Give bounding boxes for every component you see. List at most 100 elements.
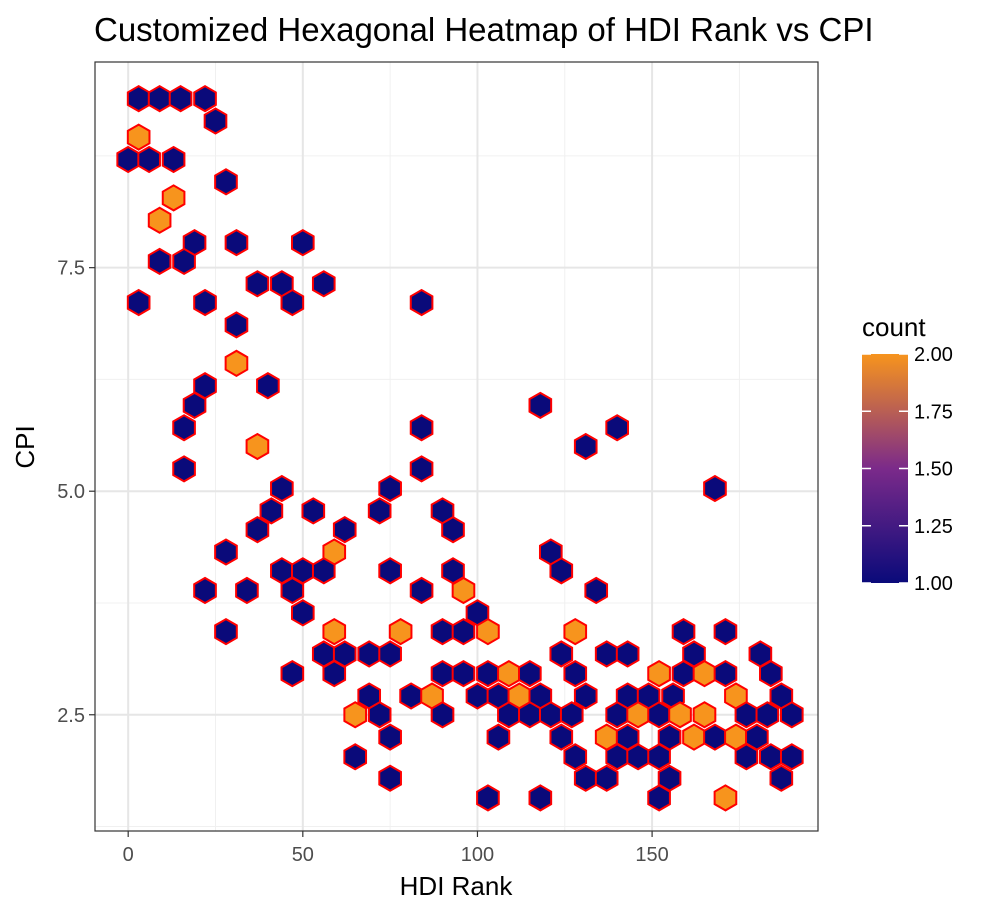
hex-cell: [647, 784, 671, 812]
hex-cell: [409, 576, 434, 605]
hex-cell: [430, 617, 455, 646]
hex-cell: [409, 455, 434, 483]
hex-cell: [734, 701, 759, 729]
y-tick-label: 7.5: [57, 258, 85, 280]
hex-cell: [441, 516, 465, 544]
legend-tick-label: 1.50: [914, 459, 953, 481]
hex-cell: [692, 659, 717, 688]
hex-cell: [497, 701, 521, 729]
hex-cell: [594, 764, 619, 792]
hex-cell: [203, 107, 228, 135]
hex-cell: [528, 391, 553, 420]
hex-cell: [270, 474, 294, 503]
hex-cell: [549, 723, 574, 751]
hex-cell: [476, 617, 500, 646]
hex-cell: [224, 311, 249, 339]
hex-cell: [594, 640, 619, 668]
hex-cell: [147, 247, 172, 276]
legend-tick-label: 1.75: [914, 401, 953, 423]
hex-cell: [126, 123, 151, 151]
legend-tick-label: 1.00: [914, 573, 953, 595]
hex-cell: [605, 743, 629, 771]
hex-cell: [367, 497, 392, 525]
hex-cell: [290, 228, 315, 257]
hex-cell: [126, 85, 151, 113]
hex-cell: [116, 145, 141, 174]
hex-cell: [497, 659, 521, 688]
hex-cell: [671, 659, 696, 688]
hex-cell: [245, 270, 270, 298]
y-axis-title: CPI: [10, 425, 40, 468]
hex-cell: [668, 701, 692, 729]
hex-cell: [692, 701, 717, 729]
hex-cell: [563, 659, 588, 688]
hex-cell: [605, 414, 629, 442]
hex-cell: [193, 85, 217, 113]
hex-cell: [518, 659, 542, 688]
hex-cell: [147, 206, 172, 234]
hex-cell: [256, 372, 280, 400]
hex-cell: [378, 764, 402, 792]
hex-cell: [161, 184, 186, 212]
hex-cell: [703, 723, 727, 751]
hex-cell: [378, 557, 402, 585]
hex-cell: [451, 576, 476, 605]
hex-cell: [563, 617, 588, 646]
hex-cell: [451, 617, 476, 646]
x-tick-label: 150: [635, 844, 668, 866]
hex-cell: [549, 557, 574, 585]
hex-cell: [713, 617, 738, 646]
plot-border: [94, 61, 819, 832]
hex-cell: [605, 701, 629, 729]
hex-cell: [224, 349, 249, 377]
hex-cell: [343, 701, 368, 729]
hex-cell: [172, 247, 196, 276]
hex-cell: [573, 432, 598, 461]
hex-cell: [172, 455, 196, 483]
hex-cell: [755, 701, 780, 729]
hex-cell: [703, 474, 727, 503]
hex-cell: [137, 145, 161, 174]
hex-cell: [549, 640, 574, 668]
hex-cell: [332, 516, 357, 544]
hex-cell: [147, 85, 172, 113]
legend: count 1.00 1.25 1.50 1.75 2.00: [862, 312, 953, 595]
legend-tick-label: 2.00: [914, 344, 953, 366]
hex-cell: [193, 288, 217, 317]
hex-cell: [245, 432, 270, 461]
hex-cell: [126, 288, 151, 317]
x-axis-title: HDI Rank: [400, 871, 514, 901]
legend-tick-label: 1.25: [914, 516, 953, 538]
hex-cell: [451, 659, 476, 688]
y-tick-label: 2.5: [57, 705, 85, 727]
hex-cell: [290, 599, 315, 627]
hex-cell: [214, 168, 238, 196]
hex-cell: [367, 701, 392, 729]
hex-cell: [322, 659, 347, 688]
hex-cell: [584, 576, 609, 605]
hex-cell: [626, 743, 650, 771]
y-tick-label: 5.0: [57, 481, 85, 503]
y-axis-ticks: 2.5 5.0 7.5: [57, 258, 95, 727]
hex-cell: [759, 743, 783, 771]
hex-cell: [378, 640, 402, 668]
hex-cell: [357, 640, 382, 668]
hex-cell: [259, 497, 284, 525]
hex-cell: [779, 701, 804, 729]
x-axis-ticks: 0 50 100 150: [123, 831, 669, 866]
hex-cell: [563, 743, 588, 771]
hex-cell: [224, 228, 249, 257]
hex-cell: [311, 557, 336, 585]
plot-area: [94, 61, 819, 832]
hex-cell: [245, 516, 270, 544]
hex-cell: [388, 617, 413, 646]
hex-cell: [378, 474, 402, 503]
hex-cell: [573, 682, 598, 710]
hex-cell: [378, 723, 402, 751]
hex-cell: [734, 743, 759, 771]
hex-cell: [172, 414, 196, 442]
hex-cell: [280, 659, 305, 688]
x-tick-label: 0: [123, 844, 134, 866]
hex-cell: [528, 784, 553, 812]
hex-cell: [682, 723, 706, 751]
